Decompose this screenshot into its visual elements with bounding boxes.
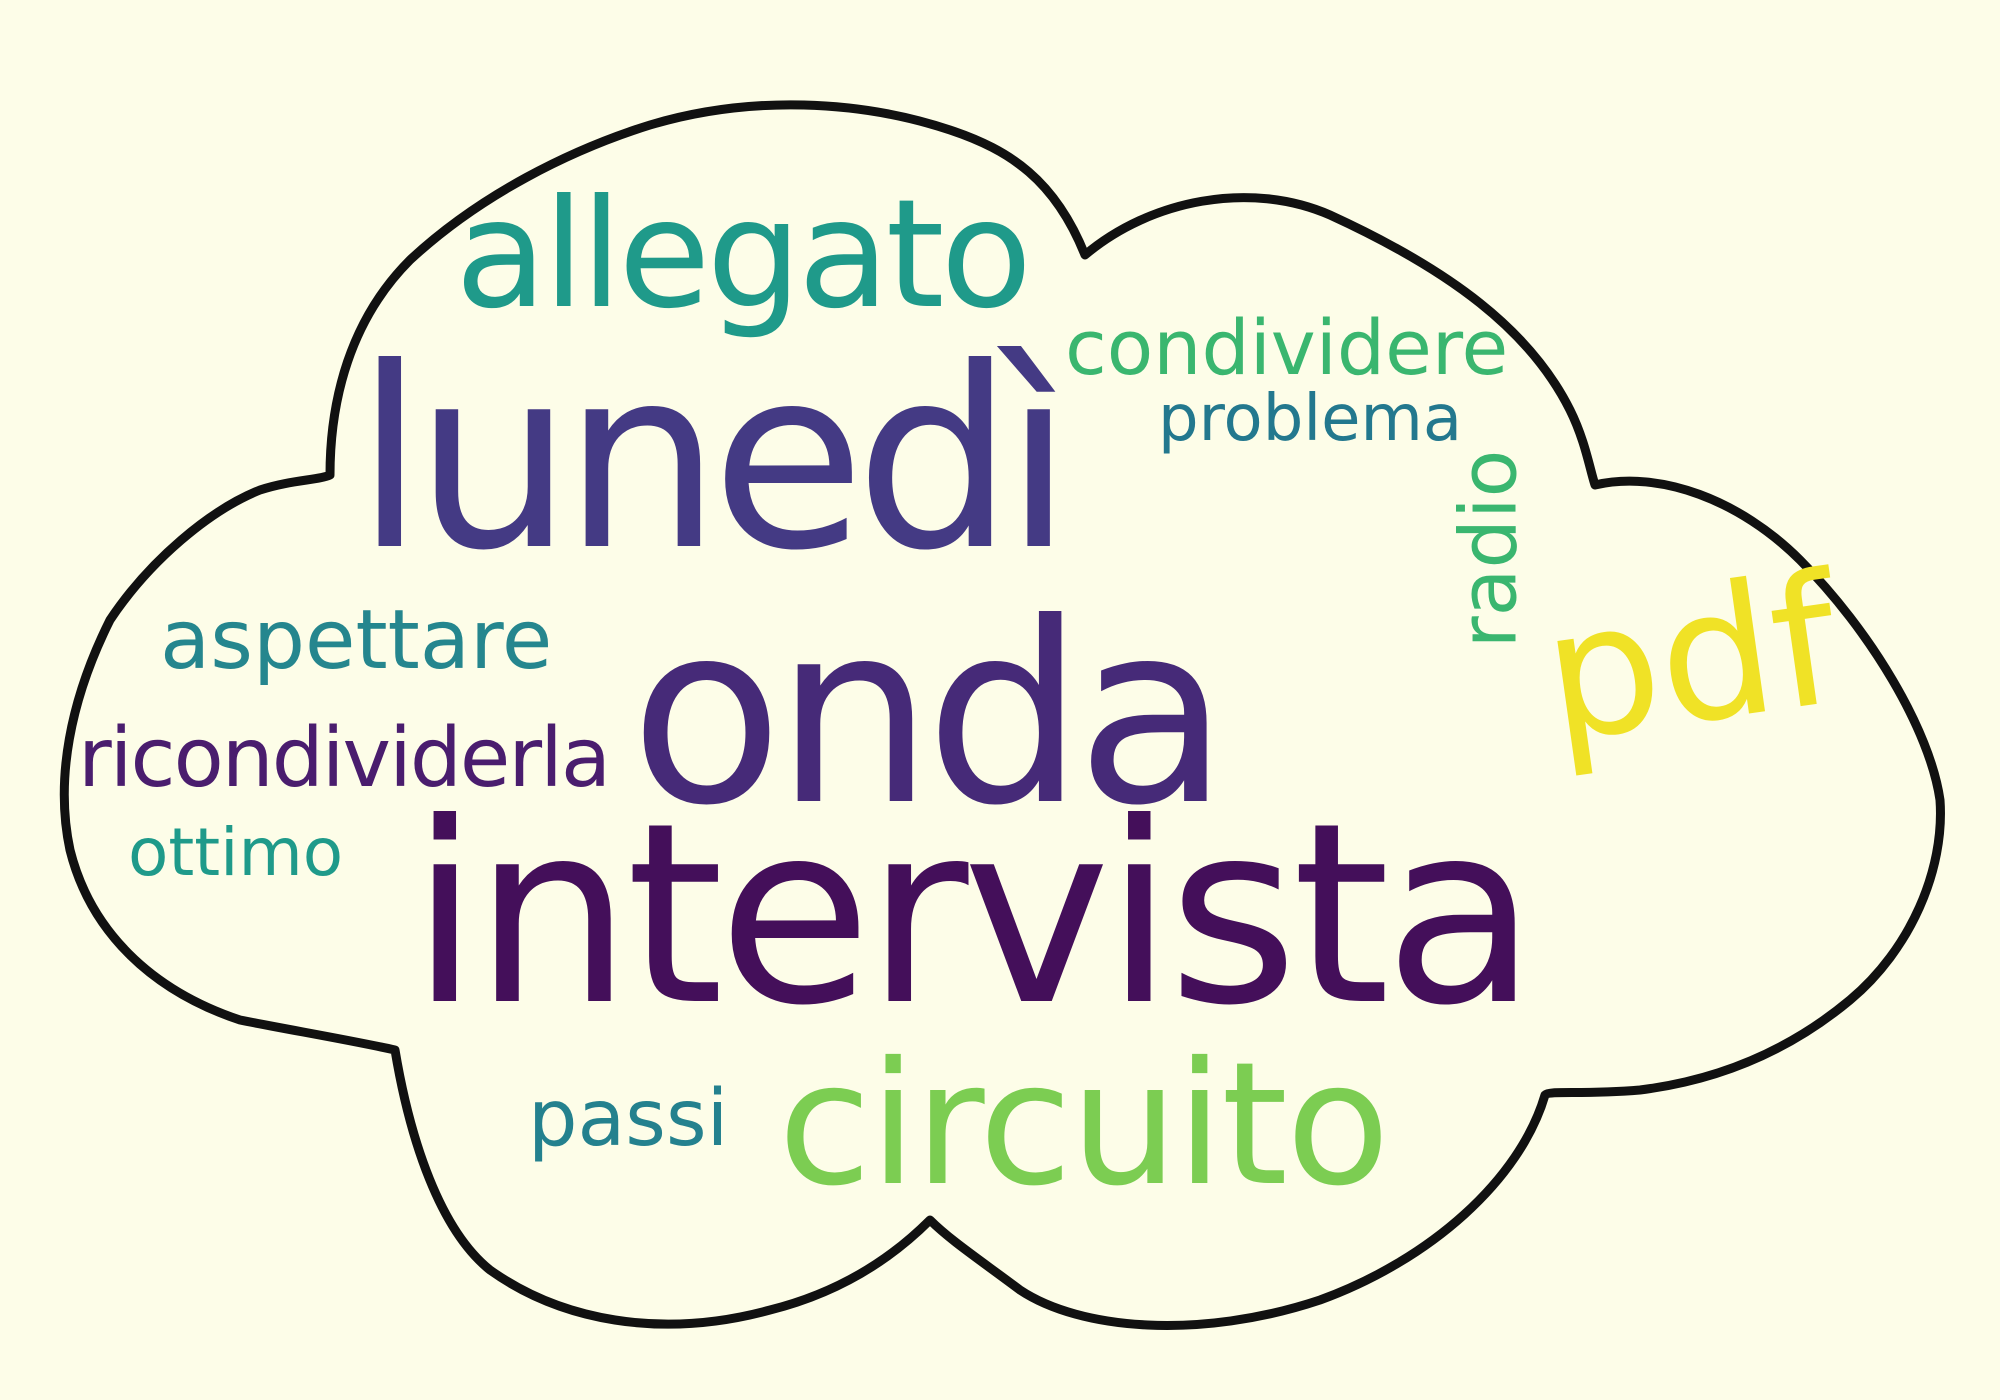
word-lunedi: lunedì xyxy=(355,314,1073,605)
word-pdf: pdf xyxy=(1531,535,1850,784)
word-condividere: condividere xyxy=(1065,303,1509,392)
word-radio: radio xyxy=(1444,449,1535,649)
cloud-shape xyxy=(59,100,1945,1330)
word-allegato: allegato xyxy=(455,168,1032,342)
word-ottimo: ottimo xyxy=(128,814,344,891)
word-circuito: circuito xyxy=(778,1026,1390,1224)
word-intervista: intervista xyxy=(410,769,1537,1060)
word-passi: passi xyxy=(528,1074,729,1164)
word-problema: problema xyxy=(1158,382,1463,456)
word-aspettare: aspettare xyxy=(160,593,553,688)
word-onda: onda xyxy=(630,569,1229,860)
word-ricondividerla: ricondividerla xyxy=(78,711,611,806)
